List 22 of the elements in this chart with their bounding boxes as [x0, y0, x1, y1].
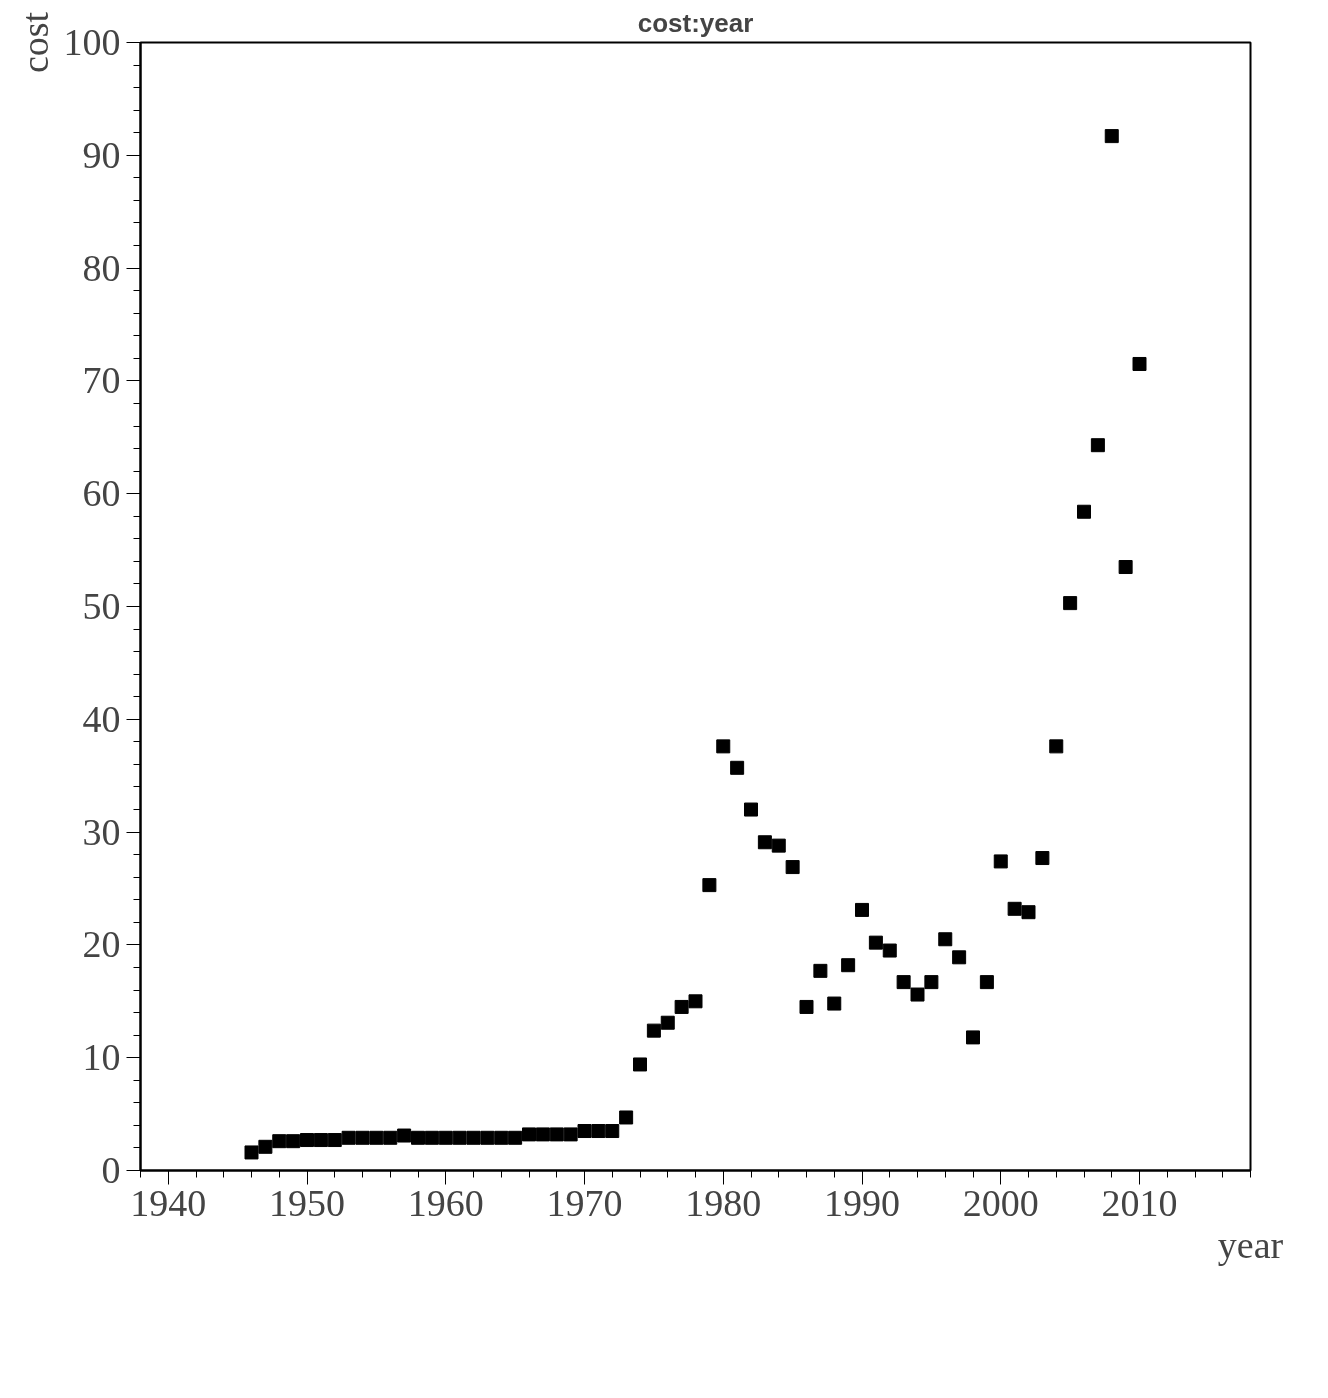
y-axis-title: cost — [13, 11, 56, 74]
y-tick-label: 40 — [82, 697, 121, 740]
y-tick-label: 20 — [82, 923, 121, 966]
x-tick-label: 1950 — [269, 1181, 345, 1224]
x-axis-title: year — [1217, 1223, 1284, 1266]
x-tick-label: 1980 — [685, 1181, 762, 1224]
y-tick-label: 10 — [82, 1036, 121, 1079]
y-tick-label: 100 — [63, 21, 121, 63]
y-tick-label: 50 — [82, 585, 121, 627]
y-tick-label: 80 — [82, 246, 121, 289]
chart-title: cost:year — [637, 7, 754, 38]
x-tick-label: 1940 — [130, 1181, 207, 1224]
y-tick-label: 90 — [82, 133, 121, 176]
y-tick-label: 60 — [82, 472, 121, 515]
x-tick-label: 1960 — [407, 1181, 484, 1224]
y-tick-label: 70 — [82, 359, 121, 402]
y-tick-label: 0 — [101, 1149, 121, 1191]
x-tick-label: 1970 — [546, 1181, 623, 1224]
x-tick-label: 2000 — [962, 1181, 1039, 1224]
x-tick-label: 1990 — [824, 1181, 900, 1224]
y-tick-label: 30 — [82, 810, 121, 853]
x-tick-label: 2010 — [1101, 1181, 1178, 1224]
